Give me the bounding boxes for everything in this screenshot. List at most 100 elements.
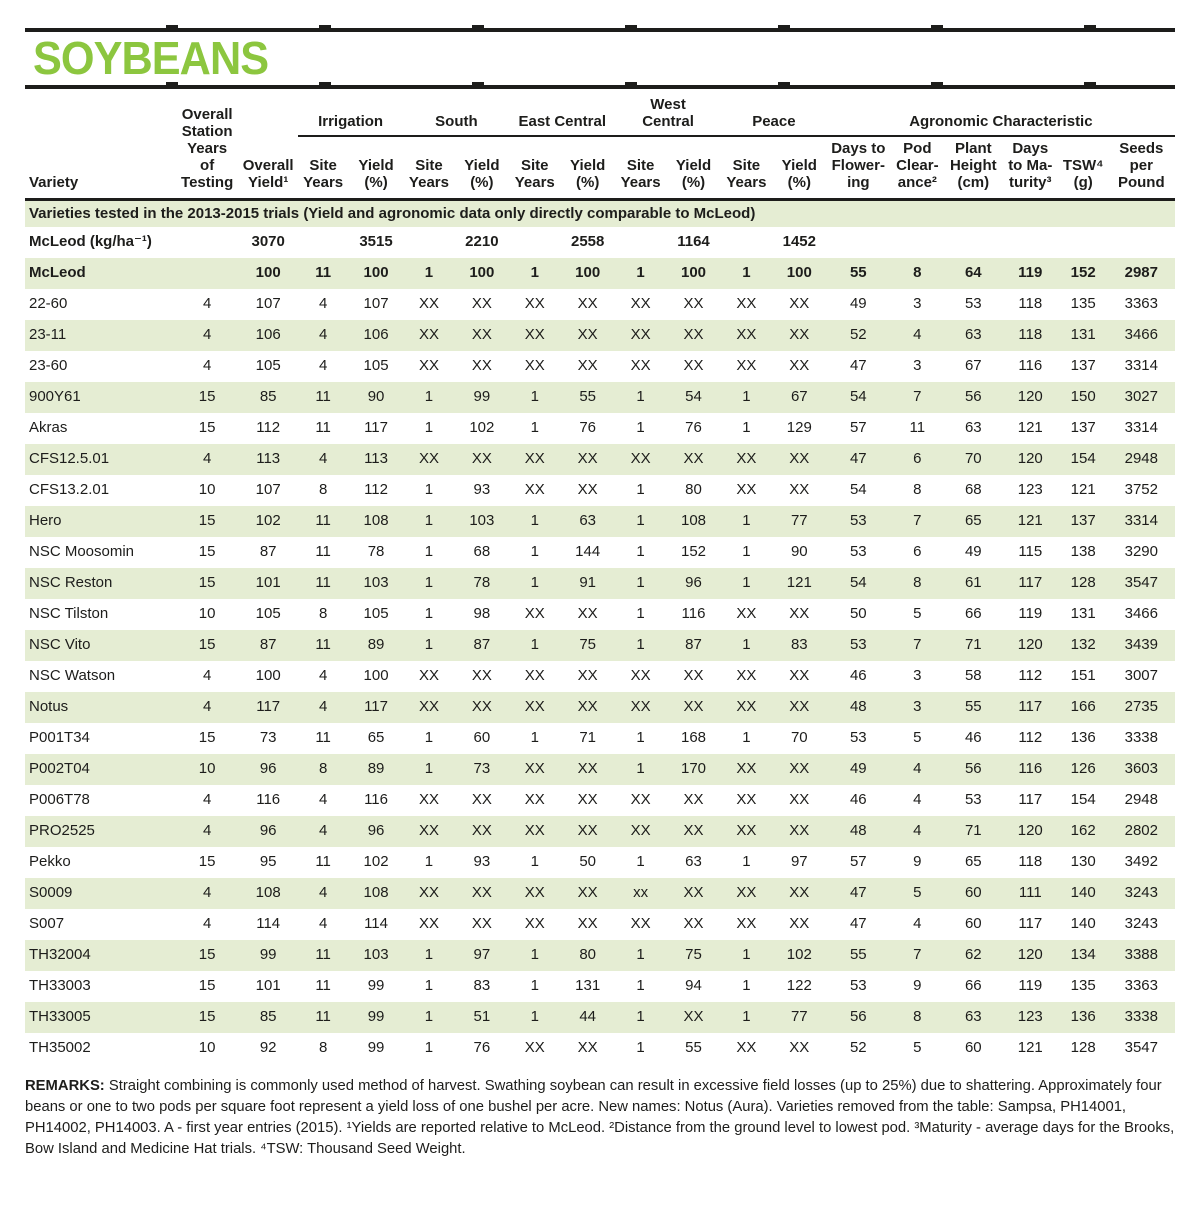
station-years-cell: 10	[198, 481, 216, 498]
station-years-cell: 15	[198, 729, 216, 746]
seeds-per-pound-cell: 3466	[1124, 605, 1158, 622]
seeds-per-pound-cell: 2948	[1124, 450, 1158, 467]
east-central-yield-cell: XX	[577, 450, 598, 467]
days-to-maturity-cell: 120	[1017, 822, 1043, 839]
overall-yield-cell: 100	[255, 264, 281, 281]
west-central-yield-cell: XX	[683, 915, 704, 932]
east-central-yield-cell: XX	[577, 357, 598, 374]
west-central-yield-cell: 96	[685, 574, 702, 591]
days-to-maturity-cell: 118	[1018, 295, 1043, 312]
remarks: REMARKS: Straight combining is commonly …	[25, 1076, 1175, 1160]
east-central-site-years-cell: 1	[530, 264, 539, 281]
west-central-site-years-cell: 1	[636, 481, 645, 498]
south-yield-cell: 68	[473, 543, 491, 560]
table-row: 900Y61 15 85 11 90 1 99 1 55 1 54 1 67 5…	[25, 382, 1175, 413]
days-to-maturity-cell: 120	[1017, 946, 1043, 963]
tsw-cell: 137	[1070, 419, 1096, 436]
west-central-site-years-cell: 1	[636, 760, 645, 777]
station-years-cell: 15	[198, 1008, 216, 1025]
peace-site-years-cell: XX	[736, 326, 757, 343]
table-row: TH35002 10 92 8 99 1 76 XX XX 1 55 XX XX…	[25, 1033, 1175, 1064]
seeds-per-pound-cell: 3243	[1124, 915, 1158, 932]
days-to-flowering-cell: 54	[849, 574, 867, 591]
east-central-site-years-cell: 1	[530, 543, 539, 560]
days-to-maturity-cell: 117	[1018, 915, 1043, 932]
station-years-cell: 4	[202, 450, 212, 467]
south-yield-cell: 73	[473, 760, 491, 777]
pod-clearance-cell: 9	[913, 853, 922, 870]
east-central-yield-cell: XX	[577, 760, 598, 777]
west-central-yield-cell: 63	[685, 853, 702, 870]
west-central-site-years-cell: 1	[636, 512, 645, 529]
east-central-yield-cell: XX	[577, 884, 598, 901]
peace-yield-cell: 77	[790, 512, 808, 529]
col-header-yield-irrigation: Yield (%)	[358, 157, 394, 191]
station-years-cell: 4	[202, 295, 212, 312]
days-to-maturity-cell: 120	[1017, 636, 1043, 653]
group-header-peace: Peace	[720, 93, 827, 137]
peace-site-years-cell: XX	[736, 667, 757, 684]
variety-cell: S007	[29, 915, 65, 932]
days-to-flowering-cell: 46	[849, 667, 867, 684]
days-to-flowering-cell: 53	[849, 729, 867, 746]
west-central-yield-cell: 80	[685, 481, 702, 498]
irrigation-site-years-cell: 11	[315, 636, 331, 653]
days-to-flowering-cell: 53	[849, 543, 867, 560]
tsw-cell: 151	[1070, 667, 1096, 684]
peace-site-years-cell: 1	[742, 729, 751, 746]
south-yield-cell: 51	[473, 1008, 491, 1025]
south-yield-cell: 93	[473, 481, 491, 498]
irrigation-yield-cell: 96	[367, 822, 385, 839]
west-central-yield-cell: 108	[680, 512, 707, 529]
station-years-cell: 15	[198, 636, 216, 653]
plant-height-cell: 62	[964, 946, 982, 963]
variety-cell: TH33005	[29, 1008, 91, 1025]
east-central-yield-cell: 63	[579, 512, 597, 529]
overall-yield-cell: 108	[255, 884, 281, 901]
variety-cell: Notus	[29, 698, 69, 715]
banner-row: Varieties tested in the 2013-2015 trials…	[25, 198, 1175, 227]
irrigation-site-years-cell: 11	[315, 977, 331, 994]
west-central-site-years-cell: 1	[636, 636, 645, 653]
variety-cell: NSC Tilston	[29, 605, 109, 622]
peace-yield-cell: 129	[786, 419, 812, 436]
table-row: CFS12.5.01 4 113 4 113 XX XX XX XX XX XX…	[25, 444, 1175, 475]
col-header-seeds-per-pound: Seeds per Pound	[1117, 140, 1165, 191]
south-site-years-cell: 1	[424, 543, 434, 560]
pod-clearance-cell: 8	[913, 1008, 922, 1025]
peace-yield-cell: XX	[789, 295, 810, 312]
peace-site-years-cell: 1	[742, 853, 751, 870]
irrigation-site-years-cell: 4	[318, 295, 328, 312]
seeds-per-pound-cell: 3027	[1124, 388, 1158, 405]
east-central-site-years-cell: XX	[524, 357, 545, 374]
days-to-flowering-cell: 47	[849, 884, 867, 901]
west-central-yield-cell: XX	[683, 450, 704, 467]
west-central-site-years-cell: XX	[630, 915, 651, 932]
pod-clearance-cell: 5	[913, 884, 922, 901]
plant-height-cell: 65	[964, 853, 982, 870]
pod-clearance-cell: 11	[909, 419, 926, 436]
west-central-yield-cell: 168	[680, 729, 707, 746]
irrigation-site-years-cell: 4	[318, 357, 328, 374]
overall-yield-cell: 112	[256, 419, 281, 436]
peace-site-years-cell	[721, 227, 772, 258]
plant-height-cell: 64	[964, 264, 982, 281]
east-central-site-years-cell: 1	[530, 1008, 539, 1025]
station-years-cell: 15	[198, 388, 216, 405]
overall-yield-cell: 105	[255, 357, 281, 374]
variety-cell: TH35002	[29, 1039, 91, 1056]
peace-site-years-cell: XX	[736, 1039, 757, 1056]
variety-cell: NSC Vito	[29, 636, 91, 653]
irrigation-site-years-cell: 8	[318, 1039, 328, 1056]
peace-yield-cell: XX	[789, 822, 810, 839]
days-to-flowering-cell: 52	[849, 326, 867, 343]
days-to-maturity-cell: 121	[1017, 419, 1043, 436]
tsw-cell: 154	[1070, 450, 1096, 467]
west-central-site-years-cell: 1	[636, 605, 645, 622]
tsw-cell: 154	[1070, 791, 1096, 808]
col-header-site-years-east-central: Site Years	[514, 157, 555, 191]
column-header-row: Site Years Yield (%) Site Years Yield (%…	[25, 136, 1175, 200]
irrigation-yield-cell: 102	[363, 853, 389, 870]
peace-site-years-cell: XX	[736, 357, 757, 374]
east-central-site-years-cell: 1	[530, 853, 539, 870]
